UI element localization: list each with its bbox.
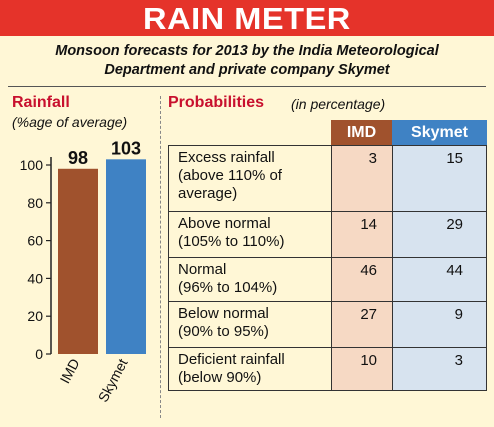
table-row-label-line: (105% to 110%) <box>178 233 285 250</box>
rainfall-title: Rainfall <box>12 94 70 111</box>
table-row-label-cell <box>168 145 331 211</box>
table-value-skymet: 44 <box>446 262 463 279</box>
table-row-label-cell <box>168 347 331 391</box>
table-value-imd: 10 <box>360 352 377 369</box>
table-row-label-line: (96% to 104%) <box>178 279 278 296</box>
table-row-label: Deficient rainfall (below 90%) <box>178 351 329 387</box>
y-tick-label: 0 <box>35 346 43 362</box>
table-value-imd: 27 <box>360 306 377 323</box>
y-tick-label: 80 <box>27 195 43 211</box>
table-row-label-cell <box>168 257 331 301</box>
table-row-label-line: average) <box>178 185 238 202</box>
table-cell-skymet <box>392 145 487 211</box>
table-row-label-line: Excess rainfall <box>178 149 275 166</box>
table-value-skymet: 29 <box>446 216 463 233</box>
table-bottom-border <box>168 390 487 391</box>
table-row-label-line: Deficient rainfall <box>178 351 285 368</box>
col-header-imd: IMD <box>331 120 392 145</box>
subtitle-line-1: Monsoon forecasts for 2013 by the India … <box>55 43 439 59</box>
table-value-imd: 3 <box>368 150 377 167</box>
table-cell-skymet <box>392 257 487 301</box>
table-cell-imd <box>331 211 392 257</box>
table-row-label: Excess rainfall (above 110% of average) <box>178 149 329 203</box>
bar-imd <box>58 168 98 354</box>
y-tick-label: 40 <box>27 270 43 286</box>
table-row-label-cell <box>168 211 331 257</box>
rainfall-subtitle: (%age of average) <box>12 114 128 130</box>
x-category-label: Skymet <box>95 356 131 405</box>
x-category-label: IMD <box>56 356 82 386</box>
table-cell-imd <box>331 257 392 301</box>
table-cell-skymet <box>392 301 487 347</box>
bar-data-label: 103 <box>111 138 141 158</box>
probabilities-subtitle: (in percentage) <box>291 96 386 112</box>
table-row-label-line: Below normal <box>178 305 269 322</box>
table-row-label-line: (90% to 95%) <box>178 323 269 340</box>
table-value-skymet: 3 <box>454 352 463 369</box>
y-tick-label: 100 <box>20 157 44 173</box>
table-row-label: Normal (96% to 104%) <box>178 261 329 297</box>
bar-skymet <box>106 159 146 354</box>
y-tick-label: 60 <box>27 233 43 249</box>
subtitle: Monsoon forecasts for 2013 by the India … <box>0 42 494 80</box>
table-row-label: Above normal (105% to 110%) <box>178 215 329 251</box>
table-value-imd: 46 <box>360 262 377 279</box>
bar-data-label: 98 <box>68 148 88 168</box>
table-cell-imd <box>331 145 392 211</box>
table-value-imd: 14 <box>360 216 377 233</box>
page-title: RAIN METER <box>143 1 351 36</box>
title-banner: RAIN METER <box>0 0 494 36</box>
table-cell-skymet <box>392 347 487 391</box>
table-row-label-cell <box>168 301 331 347</box>
probabilities-title: Probabilities <box>168 94 265 111</box>
table-row-label-line: (below 90%) <box>178 369 262 386</box>
table-row-label-line: Normal <box>178 261 227 278</box>
subtitle-line-2: Department and private company Skymet <box>104 62 390 78</box>
table-row-label: Below normal (90% to 95%) <box>178 305 329 341</box>
table-value-skymet: 15 <box>446 150 463 167</box>
table-row-label-line: (above 110% of <box>178 167 282 184</box>
table-cell-imd <box>331 301 392 347</box>
header-divider <box>8 86 486 87</box>
table-value-skymet: 9 <box>454 306 463 323</box>
col-header-skymet: Skymet <box>392 120 487 145</box>
table-row-label-line: Above normal <box>178 215 271 232</box>
table-cell-skymet <box>392 211 487 257</box>
table-cell-imd <box>331 347 392 391</box>
panel-divider <box>160 96 162 418</box>
y-tick-label: 20 <box>27 308 43 324</box>
